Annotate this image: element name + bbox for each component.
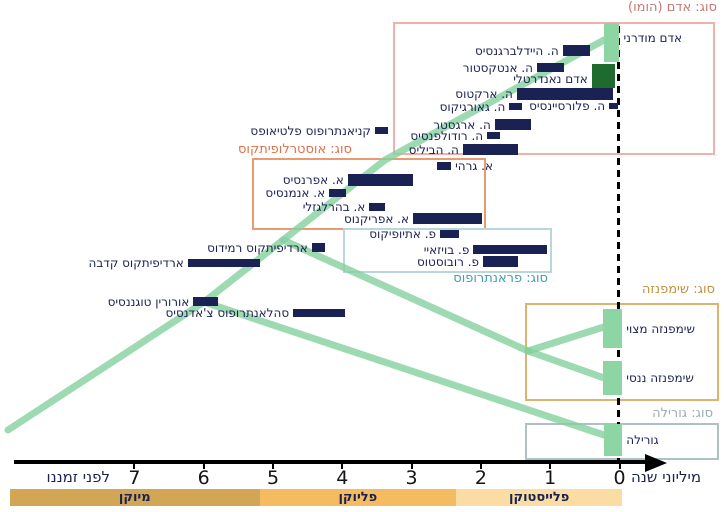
- species-bar-afarensis: [347, 174, 413, 186]
- species-bar-antecessor: [537, 63, 564, 72]
- species-label-erectus: ה. ארקטוס: [455, 86, 513, 101]
- species-bar-gorilla-species: [604, 424, 623, 456]
- genus-label-gorilla: סוג: גורילה: [652, 406, 713, 421]
- axis-tick-mark-7: [133, 463, 136, 469]
- axis-tick-mark-3: [410, 463, 413, 469]
- species-bar-sahelanthropus-tchadensis: [293, 309, 346, 317]
- axis-tick-mark-1: [549, 463, 552, 469]
- species-label-rudolfensis: ה. רודולפנסיס: [410, 128, 484, 143]
- species-label-habilis: ה. הביליס: [408, 142, 459, 157]
- time-axis-line: [14, 460, 652, 464]
- species-label-georgicus: ה. גאורגיקוס: [439, 99, 506, 114]
- species-label-bahrelghazali: א. בהרלגזלי: [302, 199, 366, 214]
- axis-tick-mark-5: [272, 463, 274, 469]
- genus-box-homo: [393, 22, 715, 155]
- species-label-common-chimpanzee: שימפנזה מצוי: [626, 321, 695, 336]
- species-bar-habilis: [462, 144, 519, 155]
- species-label-floresiensis: ה. פלורסיינסיס: [529, 98, 606, 113]
- species-bar-boisei: [473, 245, 547, 254]
- genus-label-homo: סוג: אדם (הומו): [628, 0, 717, 15]
- species-label-modern-human: אדם מודרני: [623, 30, 683, 45]
- species-bar-africanus: [413, 213, 483, 224]
- species-bar-georgicus: [509, 103, 522, 110]
- species-bar-garhi: [437, 162, 452, 170]
- axis-tick-label-0: 0: [613, 467, 626, 489]
- species-label-ardipithecus-ramidus: ארדיפיתקוס רמידוס: [207, 240, 308, 255]
- species-label-heidelbergensis: ה. היידלברגנסיס: [474, 43, 559, 58]
- axis-tick-label-1: 1: [544, 467, 557, 489]
- species-bar-kenyanthropus-platyops: [374, 127, 389, 134]
- species-bar-robustus: [483, 256, 519, 267]
- genus-box-paranthropus: [343, 228, 552, 273]
- time-axis-arrowhead-icon: [645, 454, 667, 472]
- species-label-ardipithecus-kadabba: ארדיפיתקוס קדבה: [88, 255, 184, 270]
- species-bar-common-chimpanzee: [602, 309, 623, 348]
- axis-tick-label-7: 7: [128, 467, 141, 489]
- species-bar-neanderthal: [591, 64, 615, 88]
- species-bar-floresiensis: [609, 103, 619, 109]
- species-bar-anamensis: [329, 189, 346, 197]
- species-label-garhi: א. גרהי: [455, 158, 493, 173]
- genus-label-australopithecus: סוג: אוסטרלופיתקוס: [238, 142, 352, 157]
- axis-tick-mark-4: [341, 463, 344, 469]
- epoch-band-pliocene: פליוקן: [259, 489, 456, 506]
- species-bar-heidelbergensis: [562, 45, 590, 56]
- species-label-orrorin-tugenensis: אורורין טוגננסיס: [107, 294, 190, 309]
- lineage-line-chimp-trunk: [279, 236, 532, 355]
- axis-tick-label-5: 5: [266, 467, 280, 489]
- species-bar-ergaster: [494, 119, 531, 130]
- species-label-antecessor: ה. אנטקסטור: [462, 60, 533, 75]
- axis-tick-label-4: 4: [336, 467, 349, 489]
- lineage-line-chimp-upper: [524, 322, 611, 355]
- present-day-dashed-line: [616, 26, 620, 464]
- epoch-band-pleistocene: פלייסטוקן: [456, 489, 623, 506]
- axis-tick-label-2: 2: [474, 467, 487, 489]
- species-label-kenyanthropus-platyops: קניאנתרופוס פלטיאופס: [250, 123, 371, 138]
- species-label-neanderthal: אדם נאנדרטלי: [513, 71, 588, 86]
- lineage-line-to-homo: [200, 36, 608, 306]
- species-label-sahelanthropus-tchadensis: סהלאנתרופוס צ'אדנסיס: [165, 305, 290, 320]
- axis-tick-mark-0: [618, 463, 621, 469]
- species-label-bonobo-chimpanzee: שימפנזה ננסי: [626, 370, 694, 385]
- species-label-ergaster: ה. ארגסטר: [433, 117, 491, 132]
- axis-tick-label-3: 3: [405, 467, 418, 489]
- lineage-line-trunk: [4, 298, 208, 434]
- species-label-anamensis: א. אנמנסיס: [265, 185, 326, 200]
- species-bar-bonobo-chimpanzee: [602, 361, 623, 395]
- species-bar-orrorin-tugenensis: [193, 297, 219, 306]
- species-label-africanus: א. אפריקנוס: [344, 211, 409, 226]
- axis-tick-mark-2: [479, 463, 482, 469]
- species-bar-rudolfensis: [487, 132, 501, 139]
- species-label-robustus: פ. רובוסטוס: [417, 254, 479, 269]
- species-label-boisei: פ. בויזאיי: [423, 242, 470, 257]
- axis-tick-mark-6: [202, 463, 205, 469]
- axis-tick-label-6: 6: [197, 467, 210, 489]
- species-bar-aethiopicus: [440, 230, 459, 238]
- species-label-aethiopicus: פ. אתיופיקוס: [369, 226, 436, 241]
- species-bar-ardipithecus-ramidus: [311, 243, 325, 252]
- species-bar-modern-human: [604, 23, 620, 62]
- before-present-label: לפני זמננו: [46, 468, 110, 486]
- species-bar-ardipithecus-kadabba: [187, 259, 260, 267]
- species-bar-erectus: [516, 88, 614, 100]
- species-bar-bahrelghazali: [369, 203, 386, 211]
- species-label-afarensis: א. אפרנסיס: [282, 172, 344, 187]
- genus-label-paranthropus: סוג: פראנתרופוס: [453, 271, 548, 286]
- epoch-band-miocene: מיוקן: [9, 489, 260, 506]
- lineage-line-to-gorilla: [200, 298, 617, 442]
- lineage-line-chimp-lower: [524, 347, 611, 383]
- species-label-gorilla-species: גורילה: [626, 432, 659, 447]
- axis-unit-label: מיליוני שנה: [631, 468, 702, 486]
- genus-label-chimpanzee: סוג: שימפנזה: [641, 282, 715, 297]
